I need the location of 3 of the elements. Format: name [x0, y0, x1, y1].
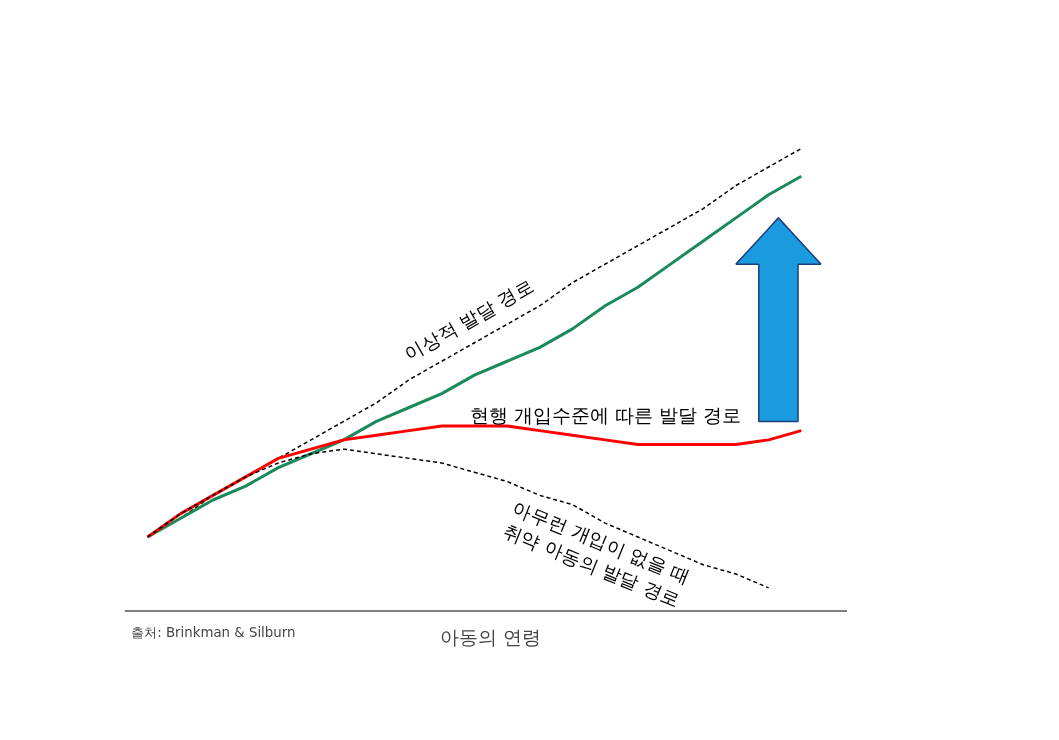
- series-label: 현행 개입수준에 따른 발달 경로: [469, 405, 741, 426]
- source-note: 출처: Brinkman & Silburn: [131, 624, 296, 640]
- x-axis-title: 아동의 연령: [440, 627, 542, 649]
